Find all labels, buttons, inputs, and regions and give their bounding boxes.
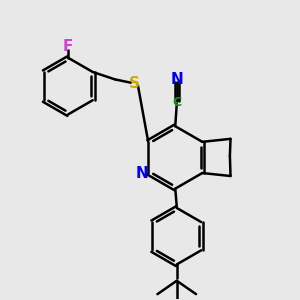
Text: F: F — [63, 39, 74, 54]
Text: N: N — [135, 166, 148, 181]
Text: C: C — [172, 96, 181, 109]
Text: N: N — [170, 72, 183, 87]
Text: S: S — [129, 76, 140, 92]
